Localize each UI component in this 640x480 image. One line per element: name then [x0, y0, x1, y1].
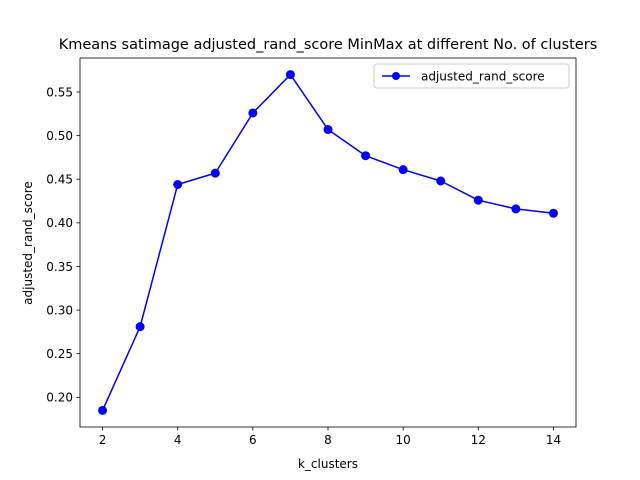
legend-marker — [392, 72, 400, 80]
chart-title: Kmeans satimage adjusted_rand_score MinM… — [59, 37, 598, 53]
data-point — [173, 179, 183, 189]
y-tick-label: 0.20 — [46, 391, 73, 405]
plot-area — [98, 70, 558, 415]
x-tick-label: 6 — [249, 433, 257, 447]
x-tick-label: 12 — [471, 433, 486, 447]
data-point — [361, 151, 371, 161]
y-tick-label: 0.40 — [46, 216, 73, 230]
data-point — [398, 165, 408, 175]
y-tick-label: 0.45 — [46, 173, 73, 187]
data-point — [511, 204, 521, 214]
data-point — [248, 108, 258, 118]
y-tick-label: 0.25 — [46, 347, 73, 361]
x-tick-label: 2 — [99, 433, 107, 447]
y-tick-label: 0.35 — [46, 260, 73, 274]
data-point — [285, 70, 295, 80]
y-tick-label: 0.50 — [46, 129, 73, 143]
legend: adjusted_rand_score — [373, 63, 570, 89]
data-point — [436, 176, 446, 186]
data-point — [210, 168, 220, 178]
legend-label: adjusted_rand_score — [421, 69, 545, 83]
x-tick-label: 4 — [174, 433, 182, 447]
y-tick-label: 0.30 — [46, 303, 73, 317]
y-axis-label: adjusted_rand_score — [21, 181, 35, 305]
x-axis-label: k_clusters — [298, 457, 358, 471]
data-point — [473, 195, 483, 205]
x-tick-label: 10 — [396, 433, 411, 447]
data-point — [135, 322, 145, 332]
x-tick-label: 8 — [324, 433, 332, 447]
legend-box — [373, 63, 570, 89]
data-point — [323, 125, 333, 135]
x-tick-label: 14 — [546, 433, 561, 447]
axes: 2 4 6 8 10 12 14 0.20 0.25 0.30 0.35 0.40 0.45 0.50 0.… — [46, 57, 577, 447]
data-point — [548, 208, 558, 218]
y-tick-label: 0.55 — [46, 85, 73, 99]
data-point — [98, 405, 108, 415]
